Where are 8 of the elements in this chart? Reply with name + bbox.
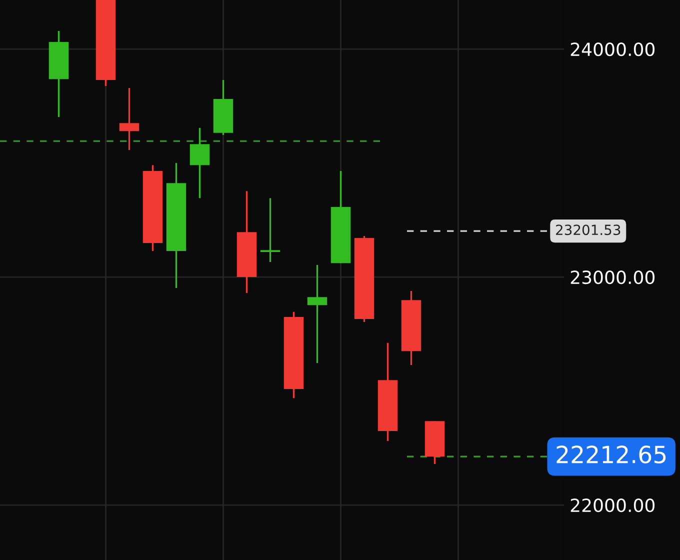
y-tick-label: 23000.00 xyxy=(570,270,655,284)
ref-line-label: 23201.53 xyxy=(556,224,620,236)
candlestick xyxy=(307,264,328,364)
ref-line-label: 22212.65 xyxy=(556,446,666,464)
y-tick-label: 24000.00 xyxy=(570,42,655,56)
y-tick-label: 22000.00 xyxy=(570,498,655,512)
candlestick xyxy=(190,127,210,199)
candlestick xyxy=(119,87,140,151)
